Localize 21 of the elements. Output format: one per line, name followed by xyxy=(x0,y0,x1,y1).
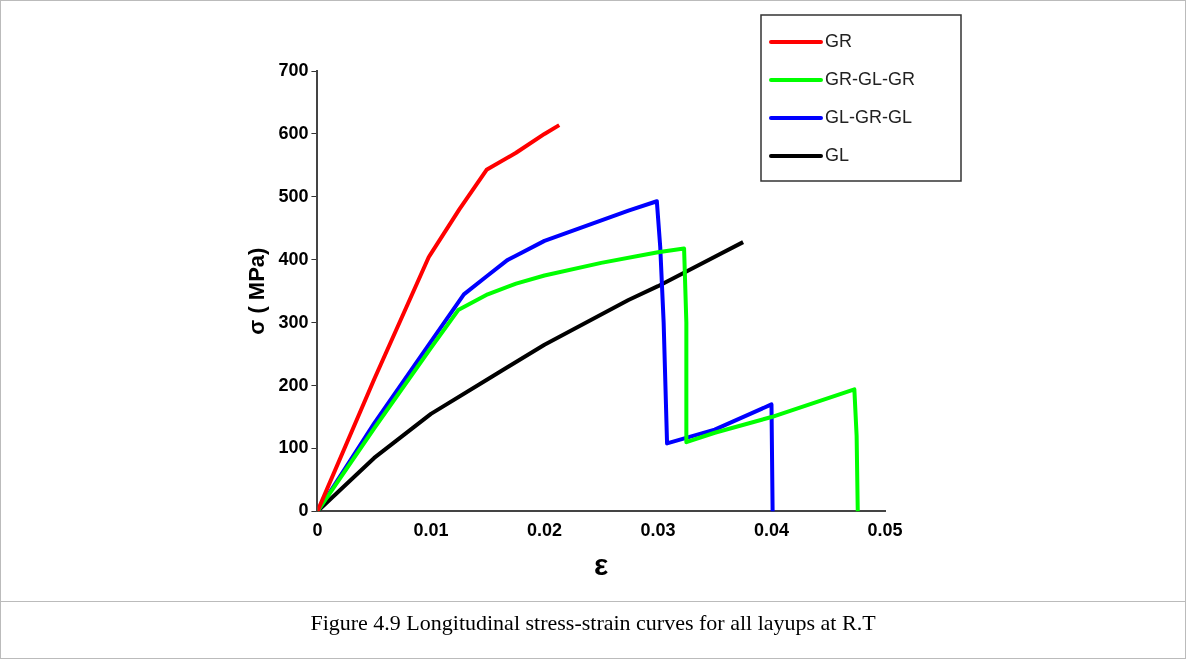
x-tick-label: 0.02 xyxy=(526,520,562,541)
x-tick-label: 0.05 xyxy=(867,520,903,541)
legend-label: GL xyxy=(825,144,850,165)
y-tick-label: 700 xyxy=(278,59,309,80)
y-tick-label: 600 xyxy=(278,122,309,143)
y-axis-title: σ ( MPa) xyxy=(244,247,270,335)
y-tick-label: 500 xyxy=(278,185,309,206)
legend-label: GL-GR-GL xyxy=(825,106,913,127)
x-tick-label: 0 xyxy=(312,520,323,541)
caption: Figure 4.9 Longitudinal stress-strain curves for all layups at R.T xyxy=(310,610,876,635)
y-tick-label: 0 xyxy=(298,500,309,521)
x-axis-title: ε xyxy=(594,548,609,582)
y-tick-label: 400 xyxy=(278,248,309,269)
x-tick-label: 0.01 xyxy=(413,520,449,541)
legend-label: GR-GL-GR xyxy=(825,68,915,89)
legend-label: GR xyxy=(825,30,852,51)
y-tick-label: 200 xyxy=(278,374,309,395)
y-tick-label: 100 xyxy=(278,437,309,458)
x-tick-label: 0.03 xyxy=(640,520,676,541)
x-tick-label: 0.04 xyxy=(753,520,790,541)
y-tick-label: 300 xyxy=(278,311,309,332)
